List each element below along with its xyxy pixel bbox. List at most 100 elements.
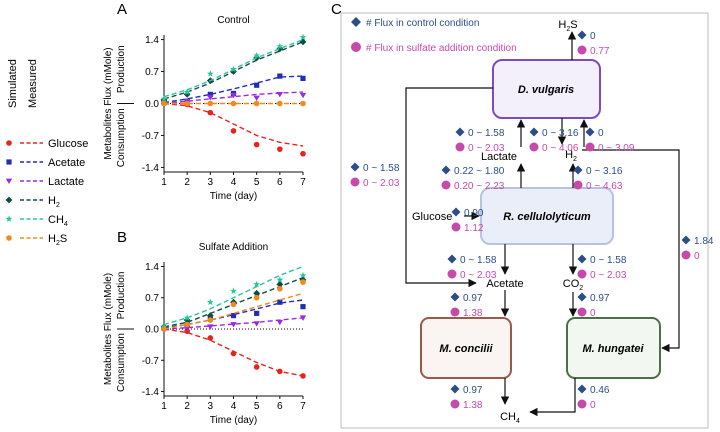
- legend-label-0: Glucose: [48, 138, 88, 150]
- series-5-point-0: [161, 100, 167, 107]
- sulfate-flux-icon: [681, 250, 691, 260]
- metabolite-labels: H2S Lactate H2 Glucose Acetate CO2 CH4: [412, 19, 583, 425]
- series-3-point-1: [183, 90, 191, 98]
- series-1-point-2: [207, 91, 213, 97]
- series-4-point-1: [183, 314, 191, 321]
- series-0-point-5: [277, 368, 283, 375]
- control-flux-value: 0 ~ 3.16: [542, 128, 579, 139]
- series-5-point-5: [277, 100, 283, 107]
- flux-rc-to-acetate: 0 ~ 1.58 0 ~ 2.03: [447, 254, 497, 281]
- series-4-point-6: [299, 271, 307, 279]
- sulfate-flux-value: 0 ~ 4.63: [586, 181, 623, 192]
- sulfate-flux-icon: [450, 307, 460, 317]
- control-flux-icon: [577, 384, 587, 394]
- legend-label-5: H2S: [48, 233, 67, 247]
- r-cellulolyticum-label: R. cellulolyticum: [503, 211, 591, 223]
- series-2-point-4: [253, 321, 260, 327]
- control-flux-value: 0.22 ~ 1.80: [454, 166, 505, 177]
- legend-measured-label: Measured: [27, 59, 39, 108]
- sulfate-flux-icon: [585, 142, 595, 152]
- series-3-point-6: [299, 38, 307, 46]
- sulfate-flux-value: 0.77: [590, 46, 610, 57]
- y-tick-label: 1.4: [145, 262, 159, 273]
- series-4-point-3: [230, 65, 237, 73]
- panel-label-c: C: [331, 1, 342, 18]
- diagram-frame: [340, 12, 709, 429]
- y-tick-label: 0.7: [145, 67, 159, 78]
- y-tick-label: -0.7: [142, 131, 160, 142]
- metabolite-co2: CO2: [563, 278, 584, 292]
- legend-marker-2: [5, 178, 13, 184]
- sulfate-flux-icon: [350, 177, 360, 187]
- flux-co2-to-mh: 0.97 0: [577, 292, 610, 319]
- control-flux-icon: [447, 254, 457, 264]
- arrow-mh-to-ch4: [529, 378, 576, 417]
- series-5-point-3: [230, 100, 237, 107]
- sulfate-flux-value: 0 ~ 2.03: [468, 143, 505, 154]
- series-1-point-6: [300, 304, 306, 310]
- series-2-point-3: [230, 322, 237, 328]
- series-5-point-3: [230, 301, 237, 308]
- x-tick-label: 1: [161, 177, 167, 188]
- series-0-point-6: [300, 373, 306, 379]
- series-3-point-1: [183, 316, 191, 324]
- flux-rc-to-h2: 0 ~ 3.16 0 ~ 4.63: [573, 165, 623, 192]
- series-4-point-1: [183, 88, 191, 95]
- m-hungatei-box: [566, 317, 661, 379]
- x-tick-label: 3: [208, 177, 214, 188]
- series-3-point-2: [206, 312, 214, 319]
- control-flux-value: 0 ~ 3.16: [586, 166, 623, 177]
- series-2-point-4: [253, 95, 260, 102]
- series-2-point-6: [299, 92, 307, 99]
- sulfate-flux-value: 0: [590, 400, 596, 411]
- series-0-point-6: [300, 150, 306, 157]
- region-consumption-label: Consumption: [116, 333, 127, 392]
- series-3-point-5: [276, 280, 284, 288]
- y-axis-title: Metabolites Flux (mMole): [103, 47, 114, 159]
- sulfate-flux-icon: [441, 180, 451, 190]
- legend-label-3: H2: [48, 195, 60, 209]
- series-1-point-5: [277, 299, 283, 305]
- series-5-point-6: [300, 100, 306, 107]
- series-4-point-5: [276, 276, 284, 283]
- sulfate-flux-value: 0 ~ 2.03: [363, 178, 400, 189]
- sulfate-flux-value: 0: [694, 251, 700, 262]
- series-1-point-5: [277, 73, 283, 79]
- sulfate-flux-icon: [577, 45, 587, 55]
- diagram-legend-control: # Flux in control condition: [366, 18, 479, 29]
- r-cellulolyticum-box: [480, 187, 614, 245]
- series-0-simulated-line: [163, 102, 304, 147]
- y-tick-label: -1.4: [142, 387, 160, 398]
- control-flux-icon: [450, 384, 460, 394]
- series-5-point-6: [300, 279, 306, 285]
- series-4-point-2: [206, 298, 214, 306]
- sulfate-flux-icon: [577, 269, 587, 279]
- series-4-point-5: [276, 42, 284, 50]
- series-4-point-4: [253, 51, 261, 59]
- sulfate-flux-icon: [529, 142, 539, 152]
- x-tick-label: 4: [231, 177, 237, 188]
- sulfate-flux-icon: [577, 399, 587, 409]
- region-production-label: Production: [116, 272, 127, 320]
- legend-marker-0: [6, 140, 12, 146]
- x-tick-label: 6: [277, 401, 283, 412]
- m-concilii-box: [420, 317, 512, 379]
- chart-title: Control: [217, 15, 249, 26]
- legend-simulated-label: Simulated: [7, 59, 19, 108]
- series-4-point-3: [230, 287, 237, 294]
- x-tick-label: 4: [231, 401, 237, 412]
- sulfate-flux-icon: [451, 222, 461, 232]
- flux-h2-to-dv: 0 0 ~ 3.09: [585, 127, 635, 154]
- control-flux-icon: [585, 127, 595, 137]
- m-hungatei-label: M. hungatei: [582, 343, 644, 355]
- legend-marker-3: [5, 196, 13, 204]
- series-1-point-4: [254, 310, 260, 316]
- y-axis-title: Metabolites Flux (mMole): [103, 273, 114, 385]
- control-flux-icon: [681, 235, 691, 245]
- legend-label-4: CH4: [48, 214, 68, 228]
- y-tick-label: 0.7: [145, 293, 159, 304]
- flux-mc-to-ch4: 0.97 1.38: [450, 384, 483, 411]
- legend-entries: Glucose Acetate Lactate H2 CH4 H2S: [5, 138, 88, 247]
- flux-dv-to-acetate: 0 ~ 1.58 0 ~ 2.03: [350, 162, 400, 189]
- control-flux-icon: [529, 127, 539, 137]
